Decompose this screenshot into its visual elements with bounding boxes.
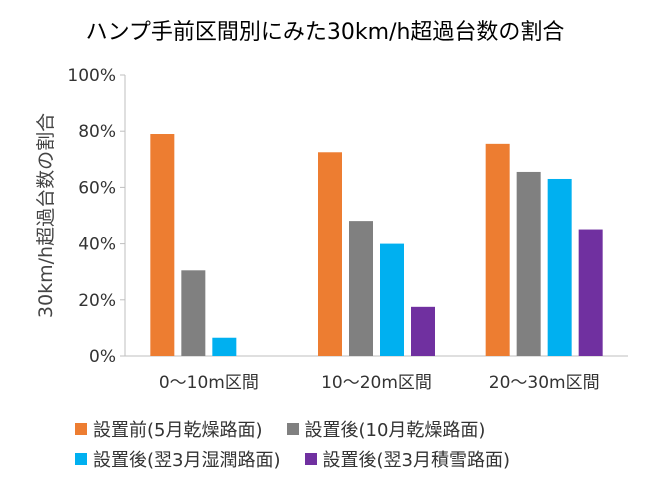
- tick-labels: 0% 20% 40% 60% 80% 100% 30km/h超過台数の割合 0～10m区間 10…: [35, 66, 600, 393]
- y-tick-label: 60%: [78, 178, 116, 198]
- y-tick-label: 20%: [78, 291, 116, 311]
- bar-3-series-2: [516, 171, 541, 356]
- legend-label-after-mar-snow: 設置後(翌3月積雪路面): [322, 450, 511, 471]
- legend-row-2: 設置後(翌3月湿潤路面) 設置後(翌3月積雪路面): [75, 444, 635, 474]
- x-tick-label: 10～20m区間: [321, 373, 432, 393]
- legend-label-after-oct: 設置後(10月乾燥路面): [304, 420, 486, 441]
- legend-label-after-mar-wet: 設置後(翌3月湿潤路面): [93, 450, 281, 471]
- bar-3-series-3: [547, 178, 572, 356]
- bar-2-series-1: [318, 152, 342, 356]
- x-tick-label: 20～30m区間: [489, 373, 600, 393]
- axes: [120, 74, 628, 357]
- y-tick-label: 0%: [89, 347, 116, 367]
- legend-swatch-after-oct: [286, 423, 299, 435]
- legend-swatch-before: [75, 423, 87, 435]
- bar-2-series-4: [411, 306, 435, 356]
- y-tick-label: 40%: [78, 235, 116, 255]
- legend-swatch-after-mar-snow: [304, 453, 317, 465]
- legend-swatch-after-mar-wet: [75, 453, 87, 465]
- bar-2-series-2: [349, 221, 373, 356]
- legend: 設置前(5月乾燥路面) 設置後(10月乾燥路面) 設置後(翌3月湿潤路面) 設置…: [75, 414, 635, 474]
- bar-1-series-3: [212, 337, 237, 356]
- y-tick-label: 80%: [78, 122, 116, 142]
- bar-1-series-2: [181, 270, 206, 356]
- bars: [150, 134, 603, 356]
- bar-3-series-1: [485, 143, 510, 356]
- y-axis-label: 30km/h超過台数の割合: [35, 113, 57, 318]
- legend-row-1: 設置前(5月乾燥路面) 設置後(10月乾燥路面): [75, 414, 635, 444]
- bar-2-series-3: [380, 243, 404, 356]
- legend-item-after-mar-snow: 設置後(翌3月積雪路面): [304, 446, 511, 472]
- legend-label-before: 設置前(5月乾燥路面): [93, 420, 263, 441]
- legend-item-after-mar-wet: 設置後(翌3月湿潤路面): [75, 446, 281, 472]
- legend-item-after-oct: 設置後(10月乾燥路面): [286, 416, 486, 442]
- x-tick-label: 0～10m区間: [159, 373, 259, 393]
- bar-1-series-1: [150, 134, 175, 356]
- y-tick-label: 100%: [67, 66, 116, 86]
- chart-title: ハンプ手前区間別にみた30km/h超過台数の割合: [85, 20, 565, 45]
- legend-item-before: 設置前(5月乾燥路面): [75, 416, 263, 442]
- bar-3-series-4: [578, 229, 603, 356]
